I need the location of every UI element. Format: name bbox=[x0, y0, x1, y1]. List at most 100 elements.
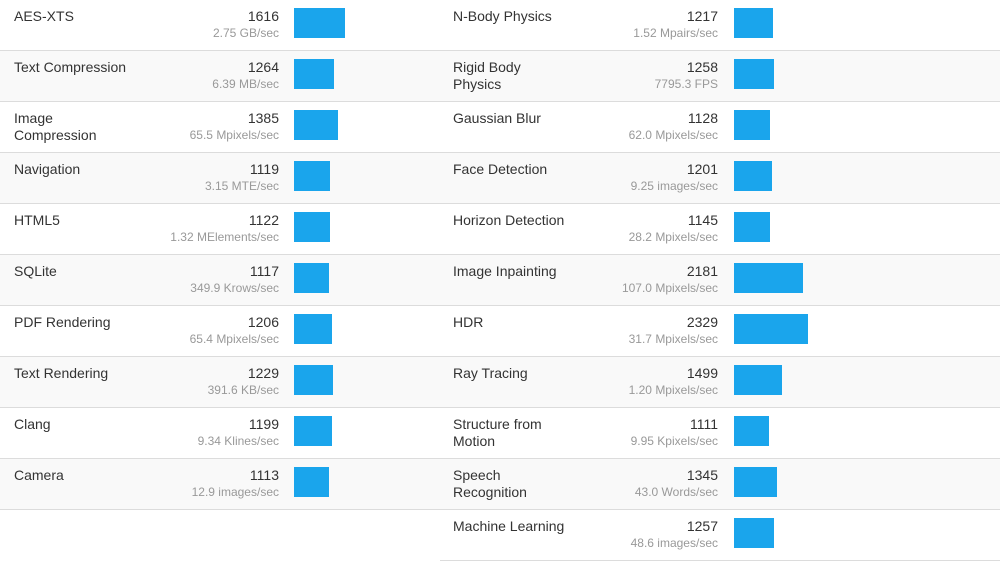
score-bar bbox=[294, 161, 330, 191]
benchmark-score: 1119 bbox=[249, 161, 279, 177]
score-bar bbox=[734, 8, 773, 38]
benchmark-throughput: 349.9 Krows/sec bbox=[190, 281, 279, 295]
score-bar bbox=[294, 314, 332, 344]
benchmark-score: 1345 bbox=[686, 467, 718, 483]
score-bar bbox=[734, 59, 774, 89]
benchmark-score: 1113 bbox=[249, 467, 279, 483]
benchmark-throughput: 48.6 images/sec bbox=[630, 536, 718, 550]
benchmark-name: Structure from Motion bbox=[453, 416, 542, 449]
benchmark-row: Gaussian Blur 1128 62.0 Mpixels/sec bbox=[440, 102, 1000, 153]
score-bar bbox=[294, 8, 345, 38]
benchmark-throughput: 9.25 images/sec bbox=[630, 179, 718, 193]
benchmark-row: Ray Tracing 1499 1.20 Mpixels/sec bbox=[440, 357, 1000, 408]
benchmark-name: PDF Rendering bbox=[14, 314, 111, 330]
benchmark-throughput: 9.34 Klines/sec bbox=[197, 434, 279, 448]
benchmark-row: Image Compression 1385 65.5 Mpixels/sec bbox=[0, 102, 440, 153]
benchmark-score: 1499 bbox=[686, 365, 718, 381]
benchmark-row: PDF Rendering 1206 65.4 Mpixels/sec bbox=[0, 306, 440, 357]
benchmark-throughput: 31.7 Mpixels/sec bbox=[628, 332, 718, 346]
score-bar bbox=[294, 212, 330, 242]
benchmark-row: Image Inpainting 2181 107.0 Mpixels/sec bbox=[440, 255, 1000, 306]
score-bar bbox=[734, 212, 770, 242]
score-bar bbox=[294, 467, 329, 497]
benchmark-throughput: 28.2 Mpixels/sec bbox=[628, 230, 718, 244]
score-bar bbox=[294, 59, 334, 89]
benchmark-name: SQLite bbox=[14, 263, 57, 279]
score-bar bbox=[734, 314, 808, 344]
benchmark-row: Navigation 1119 3.15 MTE/sec bbox=[0, 153, 440, 204]
benchmark-throughput: 12.9 images/sec bbox=[191, 485, 279, 499]
benchmark-row: Text Rendering 1229 391.6 KB/sec bbox=[0, 357, 440, 408]
benchmark-score: 2181 bbox=[686, 263, 718, 279]
score-bar bbox=[294, 110, 338, 140]
benchmark-score: 1258 bbox=[686, 59, 718, 75]
benchmark-throughput: 9.95 Kpixels/sec bbox=[630, 434, 718, 448]
benchmark-name: Rigid Body Physics bbox=[453, 59, 521, 92]
benchmark-score: 1616 bbox=[247, 8, 279, 24]
right-benchmark-list: N-Body Physics 1217 1.52 Mpairs/sec Rigi… bbox=[440, 0, 1000, 561]
score-bar bbox=[294, 365, 333, 395]
benchmark-row: Machine Learning 1257 48.6 images/sec bbox=[440, 510, 1000, 561]
benchmark-score: 1122 bbox=[248, 212, 279, 228]
benchmark-row: Speech Recognition 1345 43.0 Words/sec bbox=[440, 459, 1000, 510]
benchmark-name: Machine Learning bbox=[453, 518, 565, 534]
benchmark-throughput: 1.20 Mpixels/sec bbox=[628, 383, 718, 397]
benchmark-name: N-Body Physics bbox=[453, 8, 552, 24]
benchmark-score: 1206 bbox=[247, 314, 279, 330]
benchmark-score: 1229 bbox=[247, 365, 279, 381]
benchmark-score: 2329 bbox=[686, 314, 718, 330]
benchmark-name: Text Rendering bbox=[14, 365, 109, 381]
benchmark-name: Horizon Detection bbox=[453, 212, 565, 228]
score-bar bbox=[294, 416, 332, 446]
benchmark-throughput: 43.0 Words/sec bbox=[634, 485, 718, 499]
benchmark-row: Text Compression 1264 6.39 MB/sec bbox=[0, 51, 440, 102]
benchmark-row: Rigid Body Physics 1258 7795.3 FPS bbox=[440, 51, 1000, 102]
benchmark-row: SQLite 1117 349.9 Krows/sec bbox=[0, 255, 440, 306]
benchmark-row: AES-XTS 1616 2.75 GB/sec bbox=[0, 0, 440, 51]
benchmark-row: Clang 1199 9.34 Klines/sec bbox=[0, 408, 440, 459]
benchmark-score: 1201 bbox=[686, 161, 718, 177]
benchmark-name: Camera bbox=[14, 467, 64, 483]
benchmark-throughput: 6.39 MB/sec bbox=[212, 77, 279, 91]
benchmark-name: Text Compression bbox=[14, 59, 127, 75]
benchmark-name: AES-XTS bbox=[14, 8, 74, 24]
benchmark-throughput: 7795.3 FPS bbox=[654, 77, 718, 91]
benchmark-score: 1385 bbox=[247, 110, 279, 126]
benchmark-score: 1264 bbox=[247, 59, 279, 75]
benchmark-row: Structure from Motion 1111 9.95 Kpixels/… bbox=[440, 408, 1000, 459]
benchmark-throughput: 62.0 Mpixels/sec bbox=[628, 128, 718, 142]
benchmark-name: HTML5 bbox=[14, 212, 60, 228]
benchmark-name: Speech Recognition bbox=[453, 467, 527, 500]
score-bar bbox=[294, 263, 329, 293]
score-bar bbox=[734, 518, 774, 548]
benchmark-name: HDR bbox=[453, 314, 484, 330]
benchmark-row: N-Body Physics 1217 1.52 Mpairs/sec bbox=[440, 0, 1000, 51]
benchmark-score: 1257 bbox=[686, 518, 718, 534]
benchmark-name: Navigation bbox=[14, 161, 81, 177]
benchmark-name: Ray Tracing bbox=[453, 365, 528, 381]
benchmark-score: 1145 bbox=[687, 212, 718, 228]
benchmark-score: 1117 bbox=[249, 263, 279, 279]
benchmark-row: Horizon Detection 1145 28.2 Mpixels/sec bbox=[440, 204, 1000, 255]
benchmark-throughput: 107.0 Mpixels/sec bbox=[621, 281, 718, 295]
score-bar bbox=[734, 110, 770, 140]
benchmark-throughput: 65.4 Mpixels/sec bbox=[189, 332, 279, 346]
score-bar bbox=[734, 416, 769, 446]
benchmark-throughput: 3.15 MTE/sec bbox=[204, 179, 279, 193]
benchmark-throughput: 1.32 MElements/sec bbox=[170, 230, 279, 244]
benchmark-score: 1111 bbox=[689, 416, 718, 432]
benchmark-row: Camera 1113 12.9 images/sec bbox=[0, 459, 440, 510]
benchmark-throughput: 65.5 Mpixels/sec bbox=[189, 128, 279, 142]
score-bar bbox=[734, 365, 782, 395]
benchmark-name: Clang bbox=[14, 416, 51, 432]
benchmark-name: Face Detection bbox=[453, 161, 548, 177]
score-bar bbox=[734, 263, 803, 293]
benchmark-score: 1199 bbox=[248, 416, 279, 432]
benchmark-name: Image Inpainting bbox=[453, 263, 557, 279]
benchmark-name: Gaussian Blur bbox=[453, 110, 541, 126]
benchmark-throughput: 391.6 KB/sec bbox=[207, 383, 279, 397]
benchmark-score: 1128 bbox=[687, 110, 718, 126]
benchmark-throughput: 1.52 Mpairs/sec bbox=[633, 26, 718, 40]
benchmark-throughput: 2.75 GB/sec bbox=[212, 26, 279, 40]
benchmark-name: Image Compression bbox=[14, 110, 97, 143]
